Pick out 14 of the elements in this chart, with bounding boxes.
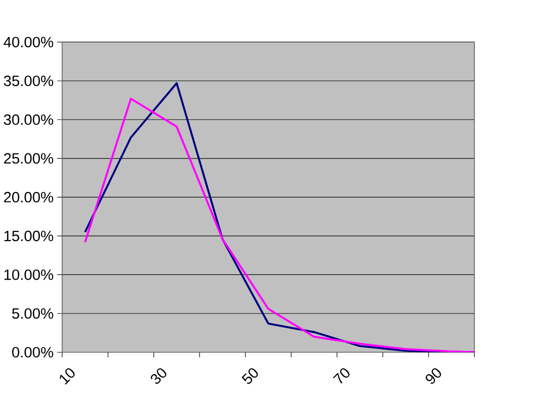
y-tick-label: 0.00% [12, 346, 54, 358]
y-tick-label: 15.00% [4, 230, 54, 242]
y-tick-label: 30.00% [4, 114, 54, 125]
y-tick-label: 40.00% [4, 36, 54, 48]
x-tick-label: 30 [150, 368, 166, 384]
x-tick-label: 10 [60, 368, 75, 384]
y-tick-label: 10.00% [4, 269, 54, 280]
y-tick-label: 20.00% [4, 192, 54, 202]
x-tick-label: 70 [332, 368, 350, 384]
x-tick-label: 50 [242, 368, 258, 384]
y-tick-label: 35.00% [4, 75, 54, 86]
x-tick-label: 90 [426, 368, 442, 384]
y-tick-label: 5.00% [12, 308, 54, 319]
y-tick-label: 25.00% [4, 152, 54, 164]
